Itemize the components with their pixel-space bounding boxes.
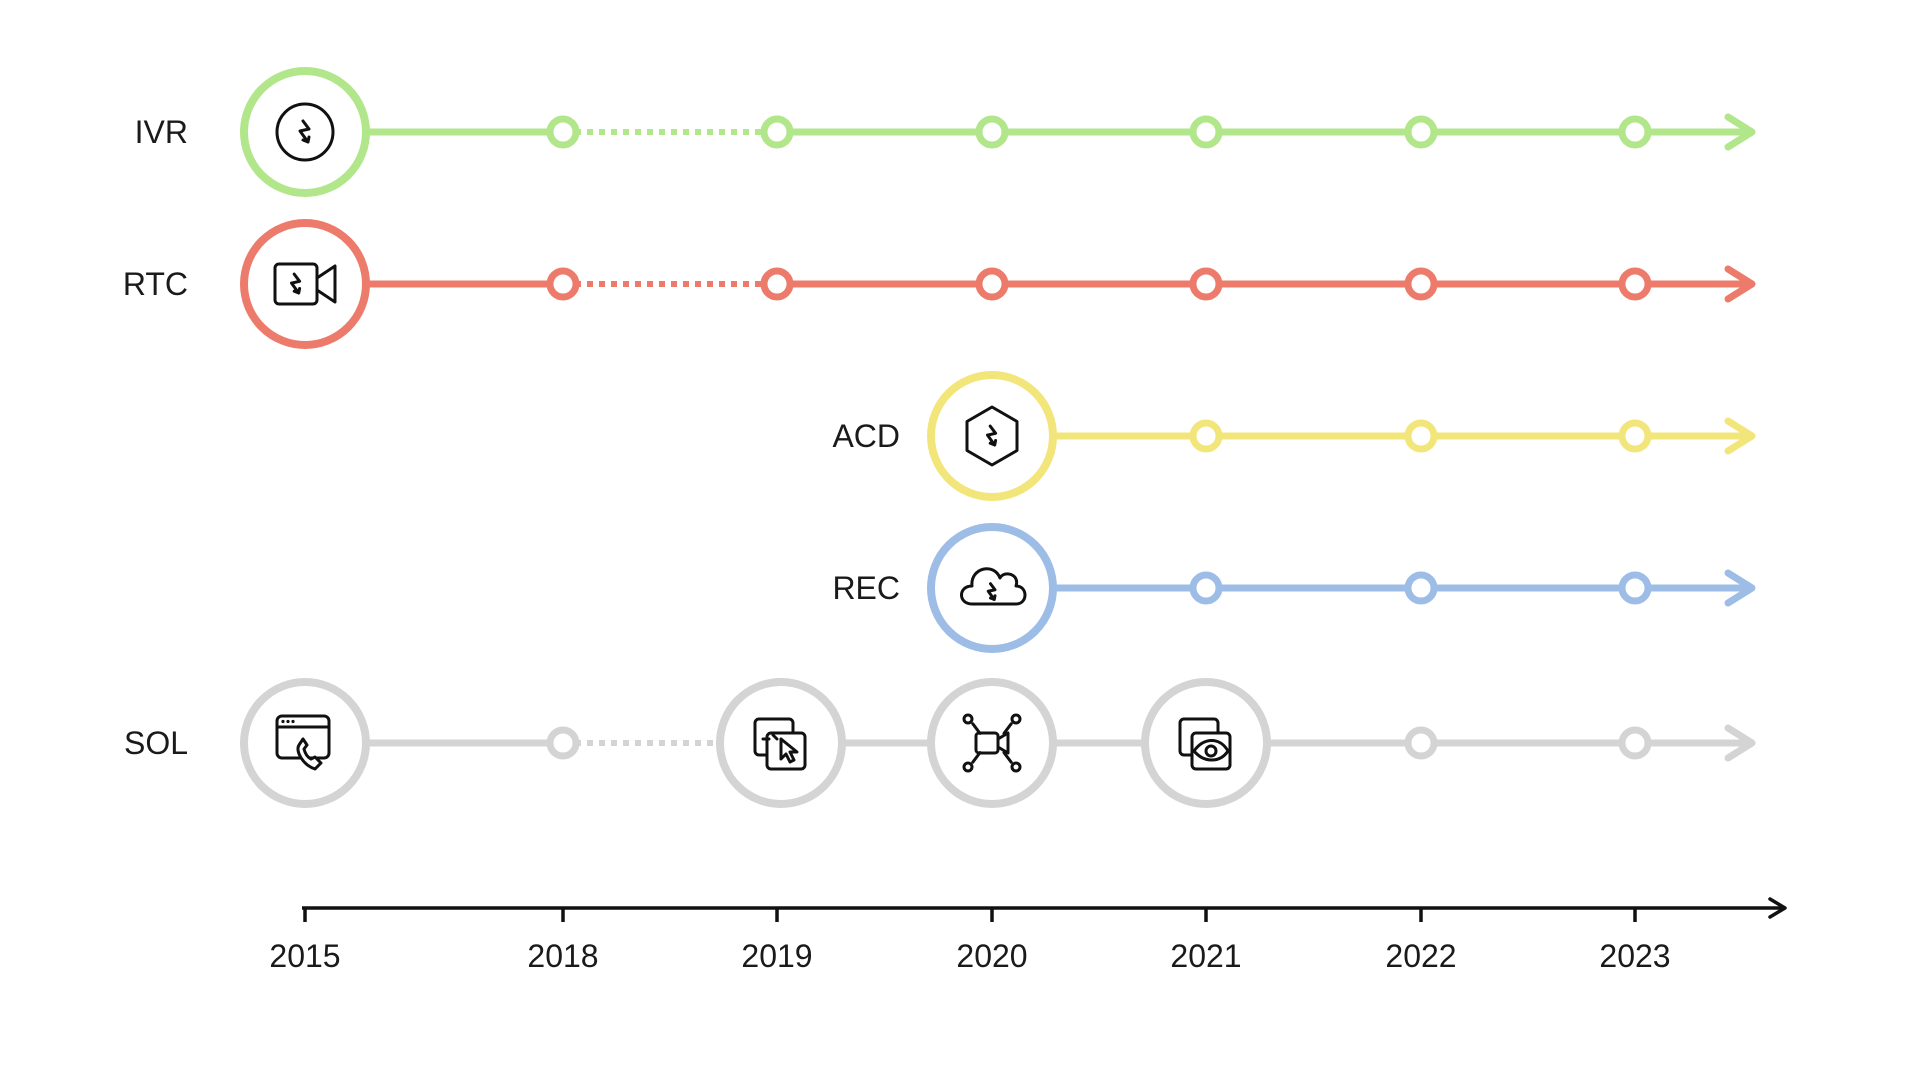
- year-label: 2021: [1170, 938, 1241, 974]
- camera-network-icon: [962, 713, 1022, 773]
- year-ticks: 2015 2018 2019 2020 2021 2022 2023: [269, 908, 1671, 974]
- milestone-2022: [1404, 726, 1438, 760]
- row-acd: ACD: [832, 371, 1756, 501]
- row-rtc: RTC: [123, 219, 1756, 349]
- milestone-2023: [1618, 419, 1652, 453]
- screen-cursor-icon: [753, 717, 807, 771]
- milestone-2022: [1404, 419, 1438, 453]
- milestone-2023: [1618, 571, 1652, 605]
- axis-arrowhead: [1768, 897, 1787, 919]
- milestone-2023: [1618, 726, 1652, 760]
- row-rec: REC: [832, 523, 1756, 653]
- milestone-2022: [1404, 115, 1438, 149]
- start-node: [240, 219, 370, 349]
- milestone-2021: [1189, 571, 1223, 605]
- screen-eye-icon: [1178, 717, 1232, 771]
- year-label: 2019: [741, 938, 812, 974]
- year-label: 2018: [527, 938, 598, 974]
- bolt-cloud-icon: [960, 567, 1027, 606]
- milestone-2020: [975, 115, 1009, 149]
- milestone-2018: [546, 115, 580, 149]
- milestone-2018: [546, 726, 580, 760]
- milestone-2022: [1404, 267, 1438, 301]
- arrowhead: [1724, 417, 1756, 455]
- row-label: SOL: [124, 725, 188, 761]
- year-label: 2023: [1599, 938, 1670, 974]
- bolt-hexagon-icon: [965, 405, 1019, 467]
- bolt-circle-icon: [275, 102, 335, 162]
- year-label: 2022: [1385, 938, 1456, 974]
- milestone-2019: [760, 115, 794, 149]
- row-ivr: IVR: [135, 67, 1756, 197]
- milestone-2019: [760, 267, 794, 301]
- start-node: [927, 371, 1057, 501]
- arrowhead: [1724, 569, 1756, 607]
- milestone-2021: [1189, 419, 1223, 453]
- milestone-2021: [1189, 267, 1223, 301]
- video-camera-icon: [273, 262, 337, 306]
- year-label: 2020: [956, 938, 1027, 974]
- arrowhead: [1724, 265, 1756, 303]
- milestone-2023: [1618, 267, 1652, 301]
- milestone-2018: [546, 267, 580, 301]
- row-label: RTC: [123, 266, 188, 302]
- milestone-2023: [1618, 115, 1652, 149]
- row-label: REC: [832, 570, 900, 606]
- milestone-2021: [1189, 115, 1223, 149]
- year-label: 2015: [269, 938, 340, 974]
- milestone-2020: [975, 267, 1009, 301]
- row-sol: SOL: [124, 678, 1756, 808]
- rows-layer: IVR RTC ACD REC SOL: [123, 67, 1756, 808]
- arrowhead: [1724, 724, 1756, 762]
- node-2020: [927, 678, 1057, 808]
- year-axis: [302, 897, 1787, 919]
- row-label: IVR: [135, 114, 188, 150]
- milestone-2022: [1404, 571, 1438, 605]
- arrowhead: [1724, 113, 1756, 151]
- browser-phone-icon: [275, 714, 331, 771]
- start-node: [240, 67, 370, 197]
- row-label: ACD: [832, 418, 900, 454]
